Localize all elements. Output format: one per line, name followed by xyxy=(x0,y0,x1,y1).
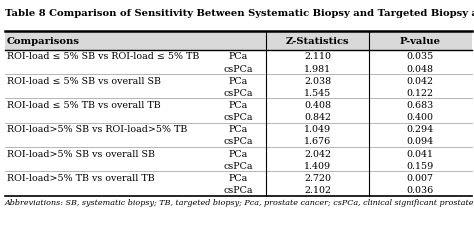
Text: csPCa: csPCa xyxy=(223,137,253,146)
Text: 1.409: 1.409 xyxy=(304,161,331,170)
Text: csPCa: csPCa xyxy=(223,161,253,170)
Text: 1.545: 1.545 xyxy=(304,88,331,97)
Text: P-value: P-value xyxy=(400,37,441,45)
Text: Abbreviations: SB, systematic biopsy; TB, targeted biopsy; Pca, prostate cancer;: Abbreviations: SB, systematic biopsy; TB… xyxy=(5,198,474,206)
Text: 2.102: 2.102 xyxy=(304,185,331,194)
Text: 0.035: 0.035 xyxy=(407,52,434,61)
Text: PCa: PCa xyxy=(228,52,248,61)
Text: 0.842: 0.842 xyxy=(304,113,331,122)
Text: 0.036: 0.036 xyxy=(407,185,434,194)
Text: 1.981: 1.981 xyxy=(304,64,331,73)
Text: 0.294: 0.294 xyxy=(407,125,434,134)
Text: PCa: PCa xyxy=(228,125,248,134)
Text: 0.683: 0.683 xyxy=(407,101,434,110)
Text: 0.094: 0.094 xyxy=(407,137,434,146)
Text: csPCa: csPCa xyxy=(223,185,253,194)
Text: Table 8 Comparison of Sensitivity Between Systematic Biopsy and Targeted Biopsy : Table 8 Comparison of Sensitivity Betwee… xyxy=(5,9,474,18)
Text: 0.042: 0.042 xyxy=(407,76,434,85)
Text: ROI-load>5% SB vs ROI-load>5% TB: ROI-load>5% SB vs ROI-load>5% TB xyxy=(7,125,188,134)
Text: 0.400: 0.400 xyxy=(407,113,434,122)
Text: 1.049: 1.049 xyxy=(304,125,331,134)
Text: 2.038: 2.038 xyxy=(304,76,331,85)
Text: 1.676: 1.676 xyxy=(304,137,331,146)
Text: 0.122: 0.122 xyxy=(407,88,434,97)
Text: ROI-load ≤ 5% SB vs overall SB: ROI-load ≤ 5% SB vs overall SB xyxy=(7,76,161,85)
Text: csPCa: csPCa xyxy=(223,64,253,73)
Text: ROI-load>5% TB vs overall TB: ROI-load>5% TB vs overall TB xyxy=(7,173,155,182)
Text: 0.048: 0.048 xyxy=(407,64,434,73)
Text: 0.007: 0.007 xyxy=(407,173,434,182)
Text: 2.042: 2.042 xyxy=(304,149,331,158)
Text: csPCa: csPCa xyxy=(223,113,253,122)
Text: 0.159: 0.159 xyxy=(407,161,434,170)
Text: PCa: PCa xyxy=(228,149,248,158)
Text: 2.110: 2.110 xyxy=(304,52,331,61)
Text: Comparisons: Comparisons xyxy=(7,37,80,45)
Text: 2.720: 2.720 xyxy=(304,173,331,182)
Text: PCa: PCa xyxy=(228,173,248,182)
Text: csPCa: csPCa xyxy=(223,88,253,97)
Text: ROI-load ≤ 5% TB vs overall TB: ROI-load ≤ 5% TB vs overall TB xyxy=(7,101,161,110)
Text: 0.041: 0.041 xyxy=(407,149,434,158)
Text: Z-Statistics: Z-Statistics xyxy=(286,37,349,45)
Text: ROI-load>5% SB vs overall SB: ROI-load>5% SB vs overall SB xyxy=(7,149,155,158)
Text: PCa: PCa xyxy=(228,76,248,85)
Text: PCa: PCa xyxy=(228,101,248,110)
Text: ROI-load ≤ 5% SB vs ROI-load ≤ 5% TB: ROI-load ≤ 5% SB vs ROI-load ≤ 5% TB xyxy=(7,52,200,61)
Text: 0.408: 0.408 xyxy=(304,101,331,110)
